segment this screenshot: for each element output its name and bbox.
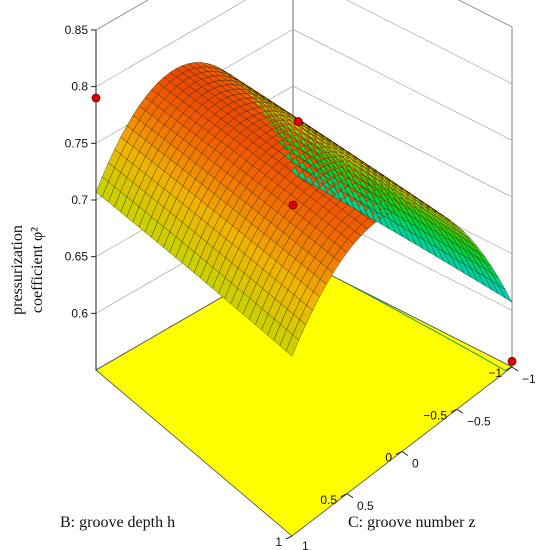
design-point-marker — [91, 93, 101, 103]
surface-cell — [95, 176, 109, 198]
design-point-marker — [507, 356, 517, 366]
tick-labels: 1 0.5 0 −0.5 −1 −1 −0.5 0 0.5 1 0.85 0.8 0.75 0.7 0.65… — [65, 23, 536, 550]
y-tick-label: 0.5 — [357, 499, 374, 513]
z-axis-title-line1: pressurization — [9, 225, 26, 315]
x-tick-label: −1 — [488, 366, 502, 380]
y-tick-label: 0 — [412, 457, 419, 471]
x-tick-mark — [395, 451, 403, 455]
y-tick-mark — [346, 493, 354, 499]
y-tick-mark — [456, 408, 464, 414]
design-point-marker — [293, 117, 303, 126]
axes — [91, 29, 519, 540]
design-points — [91, 93, 517, 366]
z-axis-title-line2: coefficient φ² — [29, 227, 46, 313]
x-tick-mark — [340, 493, 348, 498]
x-tick-mark — [285, 535, 293, 540]
y-tick-mark — [511, 366, 519, 372]
z-tick-label: 0.85 — [65, 23, 89, 37]
design-point-marker — [288, 200, 298, 210]
x-axis-title: B: groove depth h — [60, 514, 175, 531]
z-tick-label: 0.6 — [71, 306, 88, 320]
z-tick-label: 0.75 — [65, 136, 89, 150]
y-axis-title: C: groove number z — [348, 514, 476, 531]
x-tick-mark — [450, 408, 458, 413]
x-tick-mark — [505, 366, 513, 371]
z-tick-label: 0.65 — [65, 250, 89, 264]
x-tick-label: −0.5 — [423, 408, 447, 422]
z-tick-label: 0.8 — [71, 80, 88, 94]
response-surface — [95, 62, 513, 357]
y-tick-label: 1 — [302, 539, 309, 550]
y-tick-label: −1 — [522, 372, 536, 386]
y-tick-mark — [401, 451, 409, 456]
z-gridline — [95, 0, 513, 31]
x-tick-label: 0 — [385, 451, 392, 465]
y-tick-label: −0.5 — [467, 414, 491, 428]
x-tick-label: 0.5 — [320, 493, 337, 507]
z-tick-label: 0.7 — [71, 193, 88, 207]
x-tick-label: 1 — [275, 535, 282, 549]
z-gridline — [95, 0, 513, 87]
